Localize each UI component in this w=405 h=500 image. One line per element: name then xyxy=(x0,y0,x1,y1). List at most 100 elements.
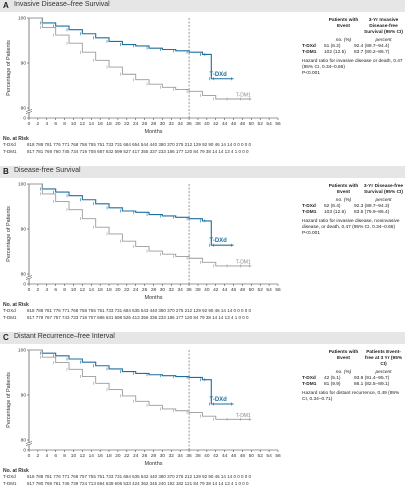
x-tick-label: 32 xyxy=(169,121,175,127)
x-tick-label: 0 xyxy=(28,453,31,459)
row-arm: T-DM1 xyxy=(302,210,317,215)
x-tick-label: 36 xyxy=(186,287,192,293)
y-tick-label: 100 xyxy=(18,348,26,354)
axis-break-icon xyxy=(25,275,33,280)
y-tick-label: 0 xyxy=(23,448,26,454)
series-line-t-dm1 xyxy=(29,17,252,100)
row-pct: 93.9 (91.4–95.7) xyxy=(354,376,390,381)
event-table-row: T-DM1 102 (12.5) 83.7 (80.2–86.7) xyxy=(302,50,404,56)
x-tick-label: 34 xyxy=(178,453,184,459)
series-line-t-dm1 xyxy=(29,183,252,267)
risk-row: T-DM1 817 781 769 760 745 734 719 708 687… xyxy=(3,149,251,155)
x-tick-label: 42 xyxy=(213,453,219,459)
col-patients-header: Patients with Event xyxy=(328,350,359,361)
x-tick-label: 4 xyxy=(45,121,48,127)
panel-header: A Invasive Disease–free Survival xyxy=(0,0,405,12)
row-events: 42 (5.1) xyxy=(324,376,341,381)
y-axis-label: Percentage of Patients xyxy=(6,40,12,96)
event-table-header: Patients with Event 3-Yr Disease-free Sur… xyxy=(312,184,404,196)
y-tick-label: 90 xyxy=(21,393,27,399)
row-events: 103 (12.6) xyxy=(324,210,346,215)
panel-letter: B xyxy=(3,167,9,176)
panel-letter: C xyxy=(3,333,9,342)
panel-b: B Disease-free Survival 0 80 90 100 0 2 4 6 8 10 12 1… xyxy=(0,166,405,332)
event-table-header: Patients with Event 3-Yr Invasive Disease… xyxy=(312,18,404,36)
event-table: Patients with Event 3-Yr Invasive Disease… xyxy=(302,18,404,77)
series-label-tdm1: T-DM1 xyxy=(236,259,251,265)
x-tick-label: 22 xyxy=(124,121,130,127)
x-tick-label: 28 xyxy=(151,121,157,127)
x-tick-label: 48 xyxy=(240,121,246,127)
x-tick-label: 52 xyxy=(258,287,264,293)
x-tick-label: 8 xyxy=(63,121,66,127)
x-tick-label: 20 xyxy=(115,287,121,293)
row-arm: T-DXd xyxy=(302,376,316,381)
units-no: no. (%) xyxy=(335,38,352,43)
risk-counts: 817 780 769 761 746 739 724 713 694 639 … xyxy=(27,480,249,486)
axis-break-icon xyxy=(25,109,33,114)
x-tick-label: 16 xyxy=(97,287,103,293)
p-value-text: P<0.001 xyxy=(302,71,321,76)
row-events: 51 (6.2) xyxy=(324,44,341,49)
row-arm: T-DXd xyxy=(302,44,316,49)
event-table-row: T-DM1 81 (9.9) 86.1 (82.5–89.1) xyxy=(302,382,404,388)
hazard-ratio-text: Hazard ratio for invasive disease or dea… xyxy=(302,59,403,70)
x-tick-label: 56 xyxy=(275,287,281,293)
x-tick-label: 28 xyxy=(151,287,157,293)
panel-header: C Distant Recurrence–free Interval xyxy=(0,332,405,344)
y-tick-label: 100 xyxy=(18,182,26,188)
x-tick-label: 16 xyxy=(97,121,103,127)
x-tick-label: 40 xyxy=(204,453,210,459)
hazard-ratio-text: Hazard ratio for distant recurrence, 0.4… xyxy=(302,391,400,402)
series-line-t-dm1 xyxy=(29,349,252,420)
units-pct: percent xyxy=(375,198,392,203)
row-pct: 92.3 (89.7–94.3) xyxy=(354,204,390,209)
x-tick-label: 30 xyxy=(160,121,166,127)
risk-arm: T-DM1 xyxy=(3,480,17,486)
y-tick-label: 90 xyxy=(21,227,27,233)
row-events: 52 (6.4) xyxy=(324,204,341,209)
x-tick-label: 22 xyxy=(124,287,130,293)
row-arm: T-DM1 xyxy=(302,50,317,55)
x-tick-label: 48 xyxy=(240,453,246,459)
y-tick-label: 80 xyxy=(21,106,27,112)
x-tick-label: 20 xyxy=(115,453,121,459)
event-table-row: T-DM1 103 (12.6) 83.5 (79.9–86.4) xyxy=(302,210,404,216)
x-tick-label: 8 xyxy=(63,287,66,293)
x-tick-label: 2 xyxy=(37,453,40,459)
x-tick-label: 54 xyxy=(266,121,272,127)
x-tick-label: 10 xyxy=(71,121,77,127)
risk-row: T-DM1 817 780 769 761 746 739 724 713 694… xyxy=(3,481,251,487)
x-tick-label: 18 xyxy=(106,287,112,293)
x-tick-label: 46 xyxy=(231,287,237,293)
risk-row: T-DXd 818 788 781 776 771 768 758 755 751… xyxy=(3,308,251,314)
x-tick-label: 22 xyxy=(124,453,130,459)
y-tick-label: 90 xyxy=(21,61,27,67)
x-tick-label: 24 xyxy=(133,287,139,293)
x-tick-label: 30 xyxy=(160,453,166,459)
row-pct: 86.1 (82.5–89.1) xyxy=(354,382,390,387)
units-no: no. (%) xyxy=(335,198,352,203)
row-arm: T-DXd xyxy=(302,204,316,209)
col-patients-header: Patients with Event xyxy=(328,184,359,195)
x-tick-label: 54 xyxy=(266,453,272,459)
number-at-risk: No. at Risk T-DXd 818 788 781 776 771 768 … xyxy=(3,468,251,487)
x-axis-label: Months xyxy=(144,461,162,467)
panel-letter: A xyxy=(3,1,9,10)
x-tick-label: 12 xyxy=(80,453,86,459)
number-at-risk: No. at Risk T-DXd 818 788 781 776 771 768 … xyxy=(3,302,251,321)
series-label-tdxd: T-DXd xyxy=(210,238,228,244)
x-tick-label: 10 xyxy=(71,453,77,459)
series-label-tdm1: T-DM1 xyxy=(236,93,251,99)
series-line-t-dxd xyxy=(29,349,234,405)
x-tick-label: 42 xyxy=(213,121,219,127)
risk-arm: T-DXd xyxy=(3,308,16,314)
x-tick-label: 6 xyxy=(54,287,57,293)
panel-a: A Invasive Disease–free Survival 0 80 90 100 0… xyxy=(0,0,405,166)
hazard-ratio-text: Hazard ratio for invasive disease, nonin… xyxy=(302,219,400,230)
event-table-row: T-DXd 51 (6.2) 92.4 (89.7–94.4) xyxy=(302,44,404,50)
x-tick-label: 10 xyxy=(71,287,77,293)
x-tick-label: 44 xyxy=(222,287,228,293)
